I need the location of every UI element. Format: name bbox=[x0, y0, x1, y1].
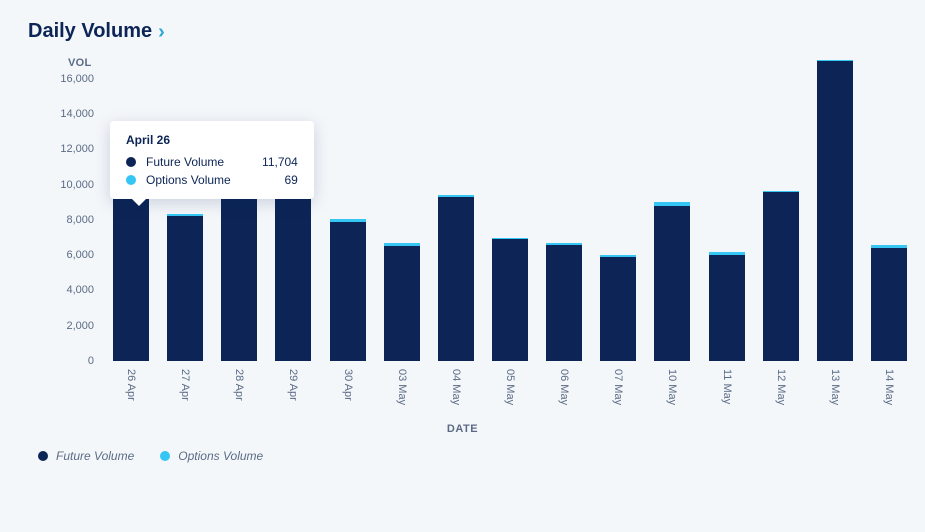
bar-segment bbox=[167, 216, 203, 361]
tooltip-row: Future Volume 11,704 bbox=[126, 155, 298, 169]
bar bbox=[600, 255, 636, 361]
x-tick: 04 May bbox=[450, 369, 462, 405]
bar-column[interactable]: 30 Apr bbox=[321, 61, 375, 361]
bar-column[interactable]: 27 Apr bbox=[158, 61, 212, 361]
bar-segment bbox=[275, 188, 311, 361]
bar-column[interactable]: 11 May bbox=[700, 61, 754, 361]
series-dot-icon bbox=[126, 175, 136, 185]
tooltip-value: 69 bbox=[257, 173, 298, 187]
x-tick: 27 Apr bbox=[179, 369, 191, 401]
legend-item[interactable]: Future Volume bbox=[38, 449, 134, 463]
y-tick: 10,000 bbox=[60, 179, 104, 191]
chart-legend: Future Volume Options Volume bbox=[38, 449, 897, 463]
bar bbox=[871, 245, 907, 361]
y-axis-title: VOL bbox=[68, 57, 92, 69]
legend-dot-icon bbox=[160, 451, 170, 461]
bar bbox=[546, 243, 582, 361]
tooltip-title: April 26 bbox=[126, 133, 298, 147]
card-title-row[interactable]: Daily Volume › bbox=[28, 20, 897, 43]
bar bbox=[384, 243, 420, 361]
y-tick: 4,000 bbox=[66, 284, 104, 296]
legend-item[interactable]: Options Volume bbox=[160, 449, 263, 463]
y-tick: 12,000 bbox=[60, 143, 104, 155]
x-tick: 07 May bbox=[612, 369, 624, 405]
y-tick: 0 bbox=[88, 355, 104, 367]
bar-column[interactable]: 05 May bbox=[483, 61, 537, 361]
bar-segment bbox=[492, 239, 528, 361]
chart-area: VOL 02,0004,0006,0008,00010,00012,00014,… bbox=[28, 61, 897, 435]
bar bbox=[275, 185, 311, 361]
bar-segment bbox=[709, 255, 745, 361]
bar-column[interactable]: 04 May bbox=[429, 61, 483, 361]
bar-column[interactable]: 26 Apr bbox=[104, 61, 158, 361]
x-tick: 28 Apr bbox=[233, 369, 245, 401]
bar-segment bbox=[817, 61, 853, 361]
card-title: Daily Volume bbox=[28, 20, 152, 43]
x-tick: 03 May bbox=[396, 369, 408, 405]
chevron-right-icon: › bbox=[158, 22, 165, 42]
y-tick: 6,000 bbox=[66, 249, 104, 261]
bar-segment bbox=[384, 246, 420, 361]
x-tick: 14 May bbox=[883, 369, 895, 405]
bar bbox=[330, 219, 366, 361]
bar-column[interactable]: 06 May bbox=[537, 61, 591, 361]
x-tick: 12 May bbox=[775, 369, 787, 405]
x-axis-title: DATE bbox=[28, 423, 897, 435]
bar bbox=[438, 195, 474, 361]
x-tick: 05 May bbox=[504, 369, 516, 405]
bars-container: 26 Apr27 Apr28 Apr29 Apr30 Apr03 May04 M… bbox=[104, 61, 916, 361]
bar-segment bbox=[330, 222, 366, 361]
y-tick: 14,000 bbox=[60, 108, 104, 120]
x-tick: 06 May bbox=[558, 369, 570, 405]
bar bbox=[817, 60, 853, 361]
bar-column[interactable]: 12 May bbox=[754, 61, 808, 361]
legend-dot-icon bbox=[38, 451, 48, 461]
bar-column[interactable]: 29 Apr bbox=[266, 61, 320, 361]
bar-column[interactable]: 13 May bbox=[808, 61, 862, 361]
bar bbox=[709, 252, 745, 361]
bar-column[interactable]: 07 May bbox=[591, 61, 645, 361]
legend-label: Future Volume bbox=[56, 449, 134, 463]
tooltip-label: Options Volume bbox=[146, 173, 231, 187]
x-tick: 29 Apr bbox=[287, 369, 299, 401]
plot-area: 02,0004,0006,0008,00010,00012,00014,0001… bbox=[104, 61, 916, 361]
bar-column[interactable]: 28 Apr bbox=[212, 61, 266, 361]
tooltip-value: 11,704 bbox=[234, 155, 298, 169]
bar-segment bbox=[438, 197, 474, 361]
legend-label: Options Volume bbox=[178, 449, 263, 463]
bar-column[interactable]: 03 May bbox=[375, 61, 429, 361]
bar bbox=[492, 238, 528, 362]
bar-segment bbox=[546, 245, 582, 361]
chart-tooltip: April 26 Future Volume11,704Options Volu… bbox=[110, 121, 314, 199]
bar-column[interactable]: 10 May bbox=[645, 61, 699, 361]
tooltip-row: Options Volume 69 bbox=[126, 173, 298, 187]
daily-volume-card: Daily Volume › VOL 02,0004,0006,0008,000… bbox=[0, 0, 925, 532]
y-tick: 2,000 bbox=[66, 320, 104, 332]
bar bbox=[654, 202, 690, 361]
x-tick: 11 May bbox=[721, 369, 733, 404]
series-dot-icon bbox=[126, 157, 136, 167]
x-tick: 30 Apr bbox=[342, 369, 354, 401]
x-tick: 26 Apr bbox=[125, 369, 137, 401]
bar bbox=[763, 191, 799, 361]
bar-segment bbox=[871, 248, 907, 361]
y-tick: 16,000 bbox=[60, 73, 104, 85]
bar bbox=[167, 214, 203, 361]
bar-segment bbox=[763, 192, 799, 361]
bar-column[interactable]: 14 May bbox=[862, 61, 916, 361]
tooltip-caret bbox=[132, 199, 146, 206]
bar-segment bbox=[600, 257, 636, 361]
y-tick: 8,000 bbox=[66, 214, 104, 226]
x-tick: 10 May bbox=[666, 369, 678, 405]
tooltip-label: Future Volume bbox=[146, 155, 224, 169]
x-tick: 13 May bbox=[829, 369, 841, 405]
bar-segment bbox=[654, 206, 690, 361]
